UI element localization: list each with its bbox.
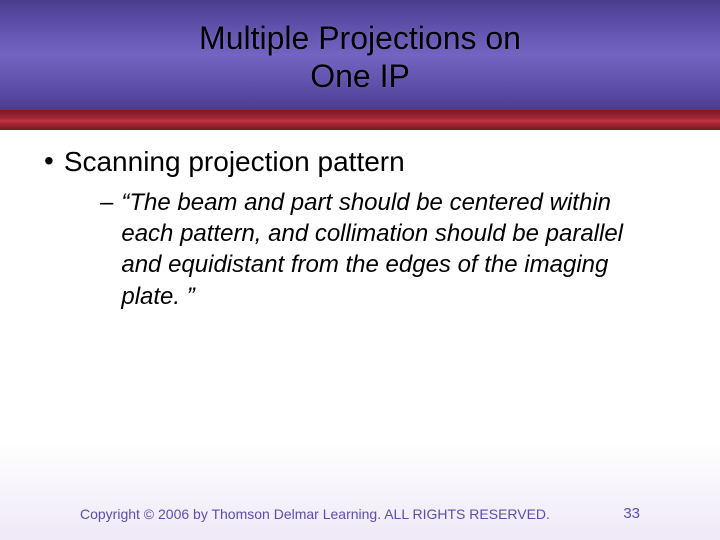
bullet-level-2: – “The beam and part should be centered … bbox=[44, 187, 676, 312]
slide-title: Multiple Projections on One IP bbox=[199, 19, 521, 96]
bullet-marker: • bbox=[44, 144, 54, 178]
title-header: Multiple Projections on One IP bbox=[0, 0, 720, 110]
slide-body: • Scanning projection pattern – “The bea… bbox=[0, 130, 720, 312]
title-line-2: One IP bbox=[310, 58, 410, 94]
slide-footer: Copyright © 2006 by Thomson Delmar Learn… bbox=[0, 505, 720, 522]
page-number: 33 bbox=[623, 505, 640, 522]
accent-band bbox=[0, 110, 720, 130]
bullet-text: Scanning projection pattern bbox=[64, 144, 405, 179]
dash-marker: – bbox=[100, 187, 113, 218]
copyright-text: Copyright © 2006 by Thomson Delmar Learn… bbox=[80, 506, 550, 522]
bullet-level-1: • Scanning projection pattern bbox=[44, 144, 676, 179]
subbullet-text: “The beam and part should be centered wi… bbox=[121, 187, 646, 312]
title-line-1: Multiple Projections on bbox=[199, 20, 521, 56]
